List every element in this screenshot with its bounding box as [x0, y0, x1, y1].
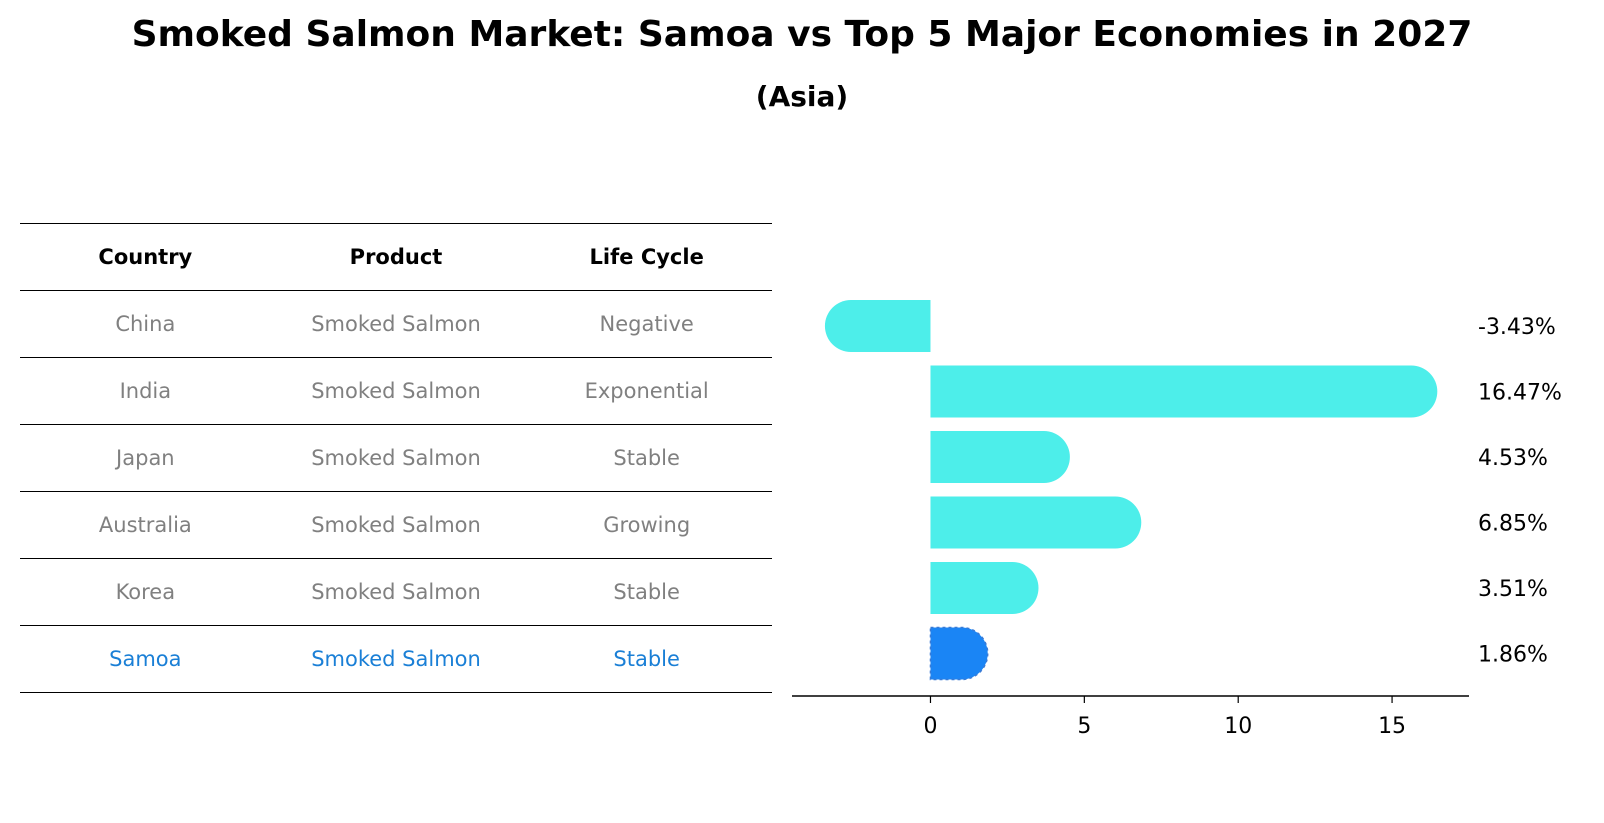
value-label: 6.85% [1478, 512, 1548, 537]
life-cycle-cell: Stable [613, 647, 680, 671]
product-cell: Smoked Salmon [311, 379, 481, 403]
country-cell: China [115, 312, 176, 336]
bar-japan [930, 431, 1070, 483]
header-life-cycle: Life Cycle [589, 245, 704, 269]
value-label: 4.53% [1478, 446, 1548, 471]
table-row: China Smoked Salmon Negative [20, 290, 772, 357]
product-cell: Smoked Salmon [311, 446, 481, 470]
header-product: Product [349, 245, 443, 269]
table-row: Australia Smoked Salmon Growing [20, 491, 772, 558]
country-cell: Samoa [109, 647, 182, 671]
life-cycle-cell: Stable [613, 446, 680, 470]
x-tick-label: 0 [923, 714, 937, 739]
country-cell: Korea [115, 580, 176, 604]
table-row: India Smoked Salmon Exponential [20, 357, 772, 424]
value-label: -3.43% [1478, 315, 1556, 340]
value-label: 3.51% [1478, 577, 1548, 602]
table-row: Japan Smoked Salmon Stable [20, 424, 772, 491]
life-cycle-cell: Stable [613, 580, 680, 604]
life-cycle-cell: Growing [603, 513, 691, 537]
product-cell: Smoked Salmon [311, 647, 481, 671]
chart-subtitle: (Asia) [755, 80, 849, 113]
life-cycle-cell: Exponential [584, 379, 709, 403]
country-cell: India [119, 379, 172, 403]
bar-samoa [930, 627, 988, 680]
product-cell: Smoked Salmon [311, 580, 481, 604]
value-label: 1.86% [1478, 643, 1548, 668]
table-row: Korea Smoked Salmon Stable [20, 558, 772, 625]
product-cell: Smoked Salmon [311, 312, 481, 336]
product-cell: Smoked Salmon [311, 513, 481, 537]
x-tick-label: 10 [1224, 714, 1252, 739]
x-tick-label: 15 [1378, 714, 1406, 739]
country-cell: Japan [116, 446, 175, 470]
chart-title: Smoked Salmon Market: Samoa vs Top 5 Maj… [131, 14, 1473, 55]
bar-australia [930, 496, 1142, 549]
table-row-highlighted: Samoa Smoked Salmon Stable [20, 625, 772, 693]
x-tick-label: 5 [1077, 714, 1091, 739]
header-country: Country [98, 245, 193, 269]
bar-highlight-outline [929, 626, 989, 681]
data-table: Country Product Life Cycle China Smoked … [20, 223, 772, 693]
table-header-row: Country Product Life Cycle [20, 223, 772, 290]
life-cycle-cell: Negative [599, 312, 694, 336]
bar-china [824, 300, 931, 352]
bar-korea [930, 562, 1039, 614]
country-cell: Australia [98, 513, 192, 537]
bar-india [930, 365, 1438, 418]
value-label: 16.47% [1478, 381, 1562, 406]
